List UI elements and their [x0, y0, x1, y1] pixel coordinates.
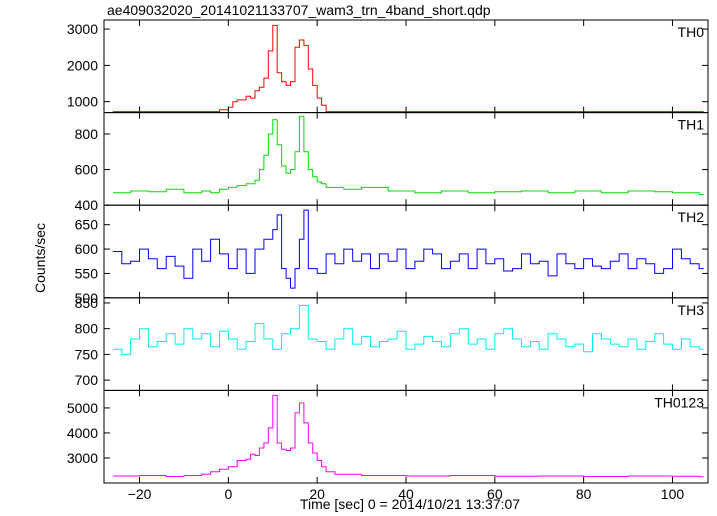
y-tick-label-th3: 850 — [75, 295, 99, 311]
y-tick-label-th2: 650 — [75, 217, 99, 233]
y-tick-label-th3: 750 — [75, 346, 99, 362]
y-tick-label-th1: 600 — [75, 162, 99, 178]
y-tick-label-th0123: 5000 — [67, 400, 98, 416]
y-axis-label: Counts/sec — [32, 222, 48, 294]
y-tick-label-th2: 600 — [75, 241, 99, 257]
series-label-th1: TH1 — [678, 117, 705, 133]
series-line-th1 — [112, 115, 704, 195]
series-label-th2: TH2 — [678, 209, 705, 225]
series-label-th0: TH0 — [678, 24, 705, 40]
y-tick-label-th1: 800 — [75, 126, 99, 142]
series-line-th0 — [112, 24, 704, 113]
y-tick-label-th3: 800 — [75, 321, 99, 337]
series-line-th3 — [112, 305, 704, 355]
series-line-th0123 — [112, 394, 704, 478]
panel-frame-th0123 — [103, 389, 709, 484]
x-tick-label: 100 — [661, 486, 685, 502]
x-tick-label: 60 — [487, 486, 503, 502]
y-tick-label-th0: 1000 — [67, 94, 98, 110]
x-tick-label: 20 — [309, 486, 325, 502]
series-label-th3: TH3 — [678, 302, 705, 318]
panel-frame-th0 — [103, 19, 709, 114]
x-tick-label: 40 — [398, 486, 414, 502]
series-line-th2 — [112, 209, 704, 289]
x-axis-label: Time [sec] 0 = 2014/10/21 13:37:07 — [299, 496, 521, 512]
y-tick-label-th2: 550 — [75, 265, 99, 281]
series-label-th0123: TH0123 — [654, 394, 704, 410]
y-tick-label-th0: 3000 — [67, 21, 98, 37]
chart-title: ae409032020_20141021133707_wam3_trn_4ban… — [107, 2, 491, 18]
y-tick-label-th3: 700 — [75, 372, 99, 388]
y-tick-label-th2: 500 — [75, 290, 99, 306]
y-tick-label-th0123: 4000 — [67, 425, 98, 441]
x-tick-label: 80 — [576, 486, 592, 502]
y-tick-label-th0123: 3000 — [67, 450, 98, 466]
y-tick-label-th1: 400 — [75, 197, 99, 213]
x-tick-label: −20 — [128, 486, 152, 502]
y-tick-label-th0: 2000 — [67, 57, 98, 73]
x-tick-label: 0 — [224, 486, 232, 502]
